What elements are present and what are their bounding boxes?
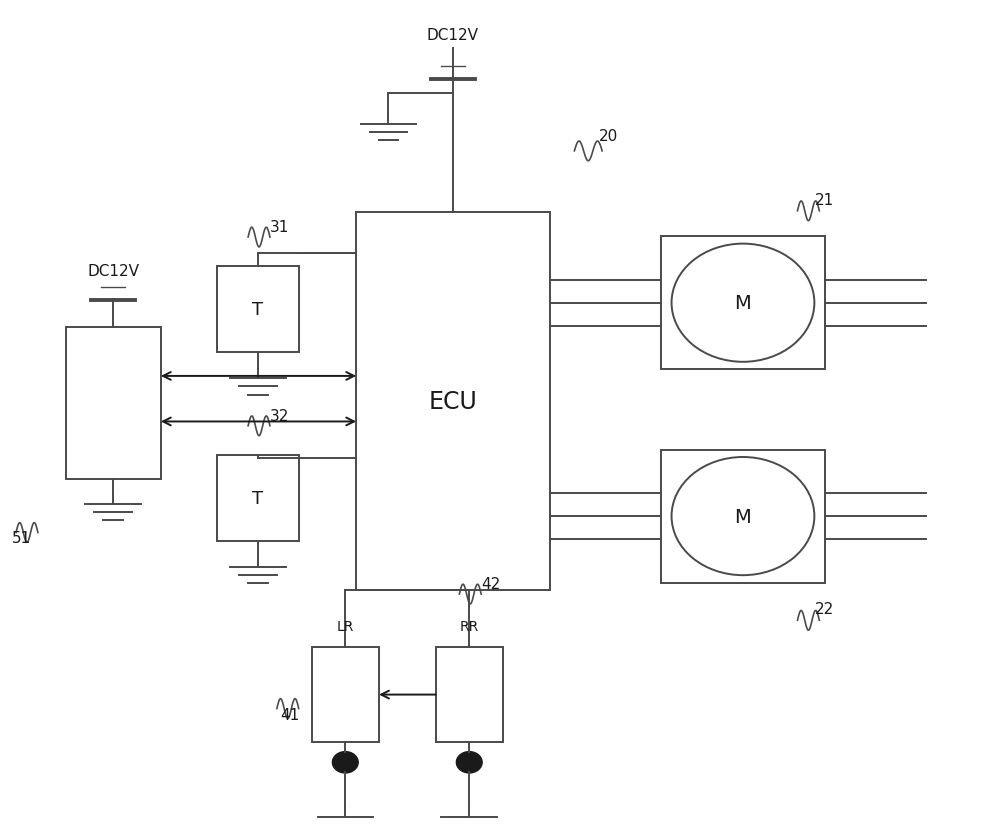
Text: M: M	[735, 507, 751, 526]
Text: T: T	[252, 489, 264, 507]
Text: T: T	[252, 301, 264, 319]
Text: 20: 20	[599, 128, 618, 143]
Text: DC12V: DC12V	[87, 264, 139, 279]
Bar	[661, 237, 825, 370]
Text: 21: 21	[815, 192, 835, 208]
Bar	[436, 647, 503, 742]
Bar	[312, 647, 379, 742]
Bar	[356, 213, 550, 590]
Bar	[217, 455, 299, 541]
Bar	[661, 450, 825, 583]
Text: RR: RR	[460, 619, 479, 633]
Text: 32: 32	[270, 408, 289, 423]
Text: DC12V: DC12V	[427, 27, 479, 43]
Text: ECU: ECU	[429, 390, 477, 414]
Text: 51: 51	[12, 530, 31, 545]
Text: LR: LR	[337, 619, 354, 633]
Text: 31: 31	[270, 219, 289, 234]
Circle shape	[456, 752, 482, 773]
Text: 22: 22	[815, 601, 835, 617]
Circle shape	[332, 752, 358, 773]
Bar	[66, 328, 161, 479]
Bar	[217, 267, 299, 353]
Text: M: M	[735, 294, 751, 313]
Text: 41: 41	[280, 707, 300, 722]
Text: 42: 42	[481, 576, 500, 591]
